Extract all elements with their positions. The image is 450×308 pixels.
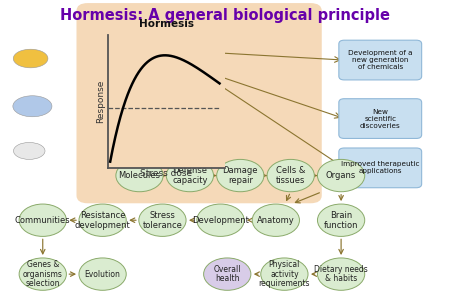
Ellipse shape [19, 204, 67, 237]
Ellipse shape [318, 258, 364, 290]
Ellipse shape [19, 258, 67, 290]
Ellipse shape [267, 160, 314, 192]
Text: Development of a
new generation
of chemicals: Development of a new generation of chemi… [348, 50, 413, 70]
Text: Defense
capacity: Defense capacity [172, 166, 207, 185]
FancyBboxPatch shape [76, 3, 322, 203]
Text: Genes &
organisms
selection: Genes & organisms selection [23, 260, 63, 288]
Text: Stress
tolerance: Stress tolerance [143, 211, 182, 229]
Text: Organs: Organs [326, 171, 356, 180]
Text: Overall
health: Overall health [213, 265, 241, 283]
Text: Molecules: Molecules [118, 171, 161, 180]
Text: Resistance
development: Resistance development [75, 211, 130, 229]
Text: Damage
repair: Damage repair [223, 166, 258, 185]
Ellipse shape [79, 204, 126, 237]
Text: Hormesis: A general biological principle: Hormesis: A general biological principle [60, 8, 390, 23]
Ellipse shape [252, 204, 300, 237]
Text: Improved therapeutic
applications: Improved therapeutic applications [341, 161, 419, 174]
Ellipse shape [13, 96, 52, 117]
Ellipse shape [116, 160, 163, 192]
Ellipse shape [14, 142, 45, 159]
Text: Cells &
tissues: Cells & tissues [276, 166, 306, 185]
Text: Brain
function: Brain function [324, 211, 358, 229]
Text: New
scientific
discoveries: New scientific discoveries [360, 109, 400, 128]
Text: Communities: Communities [15, 216, 71, 225]
FancyBboxPatch shape [339, 99, 422, 139]
FancyBboxPatch shape [339, 148, 422, 188]
Ellipse shape [197, 204, 244, 237]
Ellipse shape [203, 258, 251, 290]
Y-axis label: Response: Response [96, 80, 105, 123]
Ellipse shape [217, 160, 264, 192]
Ellipse shape [318, 160, 364, 192]
Ellipse shape [166, 160, 214, 192]
Ellipse shape [261, 258, 308, 290]
Ellipse shape [139, 204, 186, 237]
Text: Development: Development [192, 216, 249, 225]
Text: Dietary needs
& habits: Dietary needs & habits [314, 265, 368, 283]
Ellipse shape [14, 49, 48, 68]
Text: Physical
activity
requirements: Physical activity requirements [259, 260, 310, 288]
X-axis label: Stress dose: Stress dose [140, 169, 193, 178]
Ellipse shape [79, 258, 126, 290]
Text: Hormesis: Hormesis [139, 19, 194, 29]
Ellipse shape [318, 204, 364, 237]
Text: Anatomy: Anatomy [257, 216, 295, 225]
Text: Evolution: Evolution [85, 270, 121, 279]
FancyBboxPatch shape [339, 40, 422, 80]
